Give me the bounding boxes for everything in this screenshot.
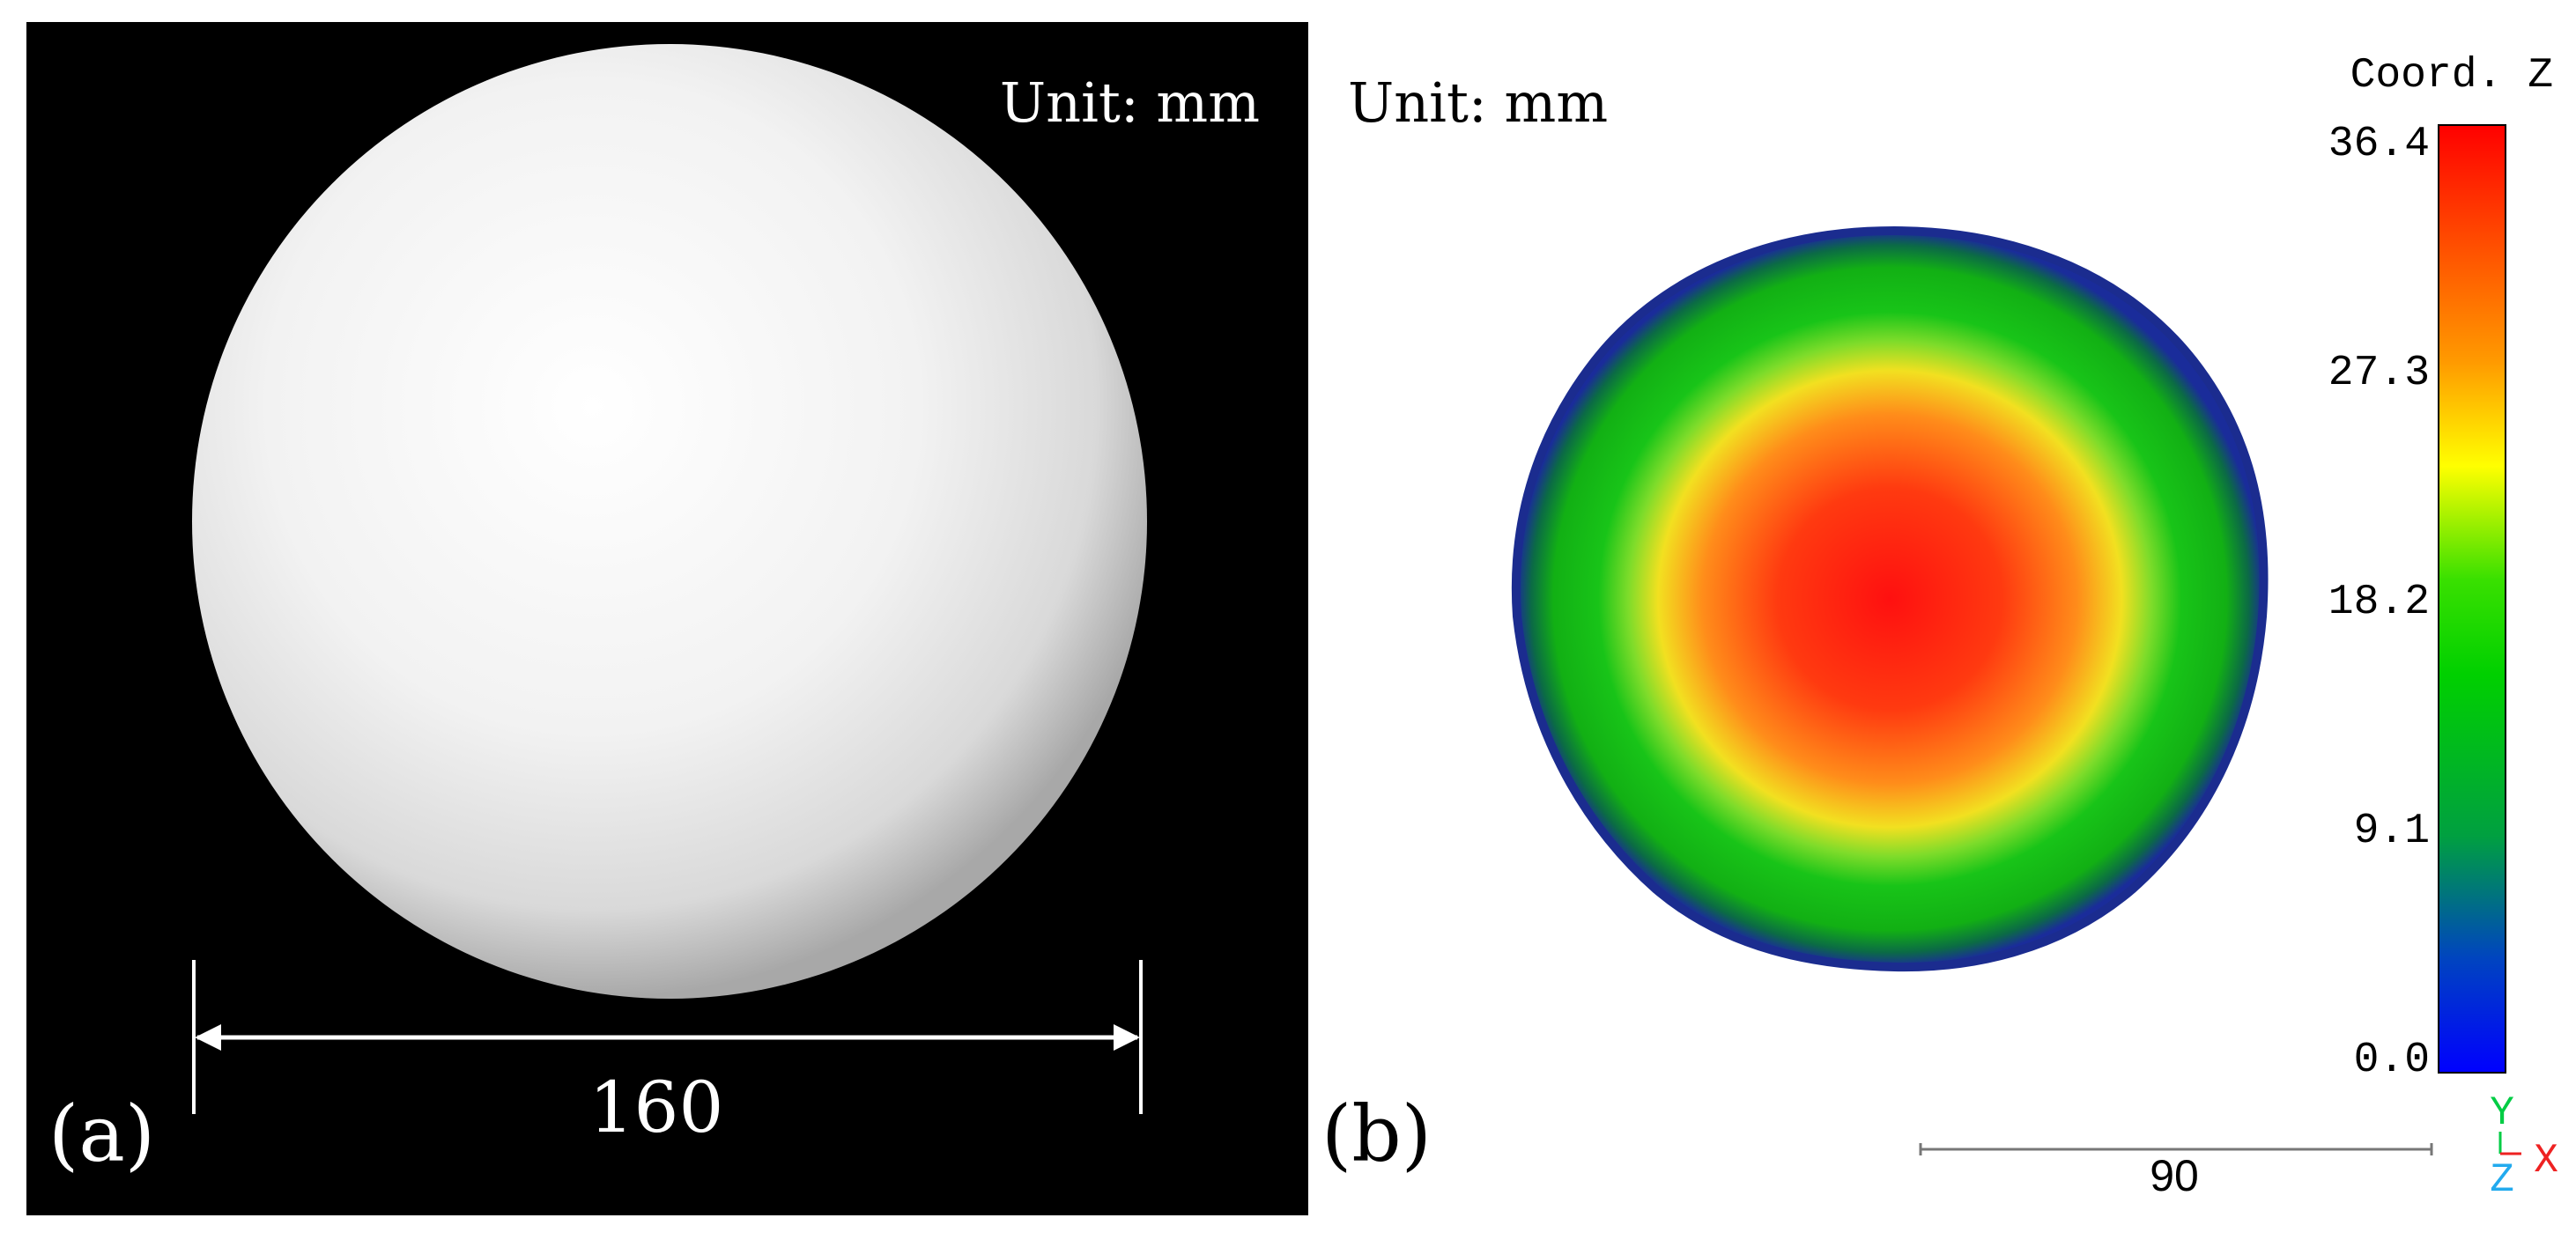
axis-x-label: X [2534,1138,2558,1184]
axis-z-label: Z [2490,1157,2514,1203]
panel-a-unit-label: Unit: mm [1000,70,1260,135]
dimension-label: 160 [589,1067,724,1148]
colorbar-tick-label: 0.0 [2354,1037,2430,1084]
colorbar-tick-label: 18.2 [2328,579,2430,626]
axis-triad: Y Z X [2490,1090,2558,1203]
panel-b-label: (b) [1321,1089,1432,1179]
height-map-disc [1511,225,2269,972]
panel-a: Unit: mm 160 (a) [26,22,1308,1215]
sphere-photo [192,44,1147,999]
colorbar-title: Coord. Z [2350,52,2553,100]
panel-b: Unit: mm (b) Coord. Z 36.4 27.3 18.2 9.1 0.0… [1321,52,2558,1203]
axis-y-label: Y [2490,1090,2514,1136]
scale-bar: 90 [1919,1143,2433,1200]
colorbar-ticks: 36.4 27.3 18.2 9.1 0.0 [2328,121,2430,1084]
colorbar-tick-label: 9.1 [2354,808,2430,855]
panel-b-unit-label: Unit: mm [1348,70,1608,135]
colorbar-tick-label: 36.4 [2328,121,2430,168]
scale-bar-label: 90 [2150,1151,2199,1200]
colorbar-tick-label: 27.3 [2328,350,2430,397]
panel-a-label: (a) [48,1089,155,1179]
colorbar: Coord. Z 36.4 27.3 18.2 9.1 0.0 [2328,52,2553,1084]
colorbar-gradient [2438,124,2506,1074]
